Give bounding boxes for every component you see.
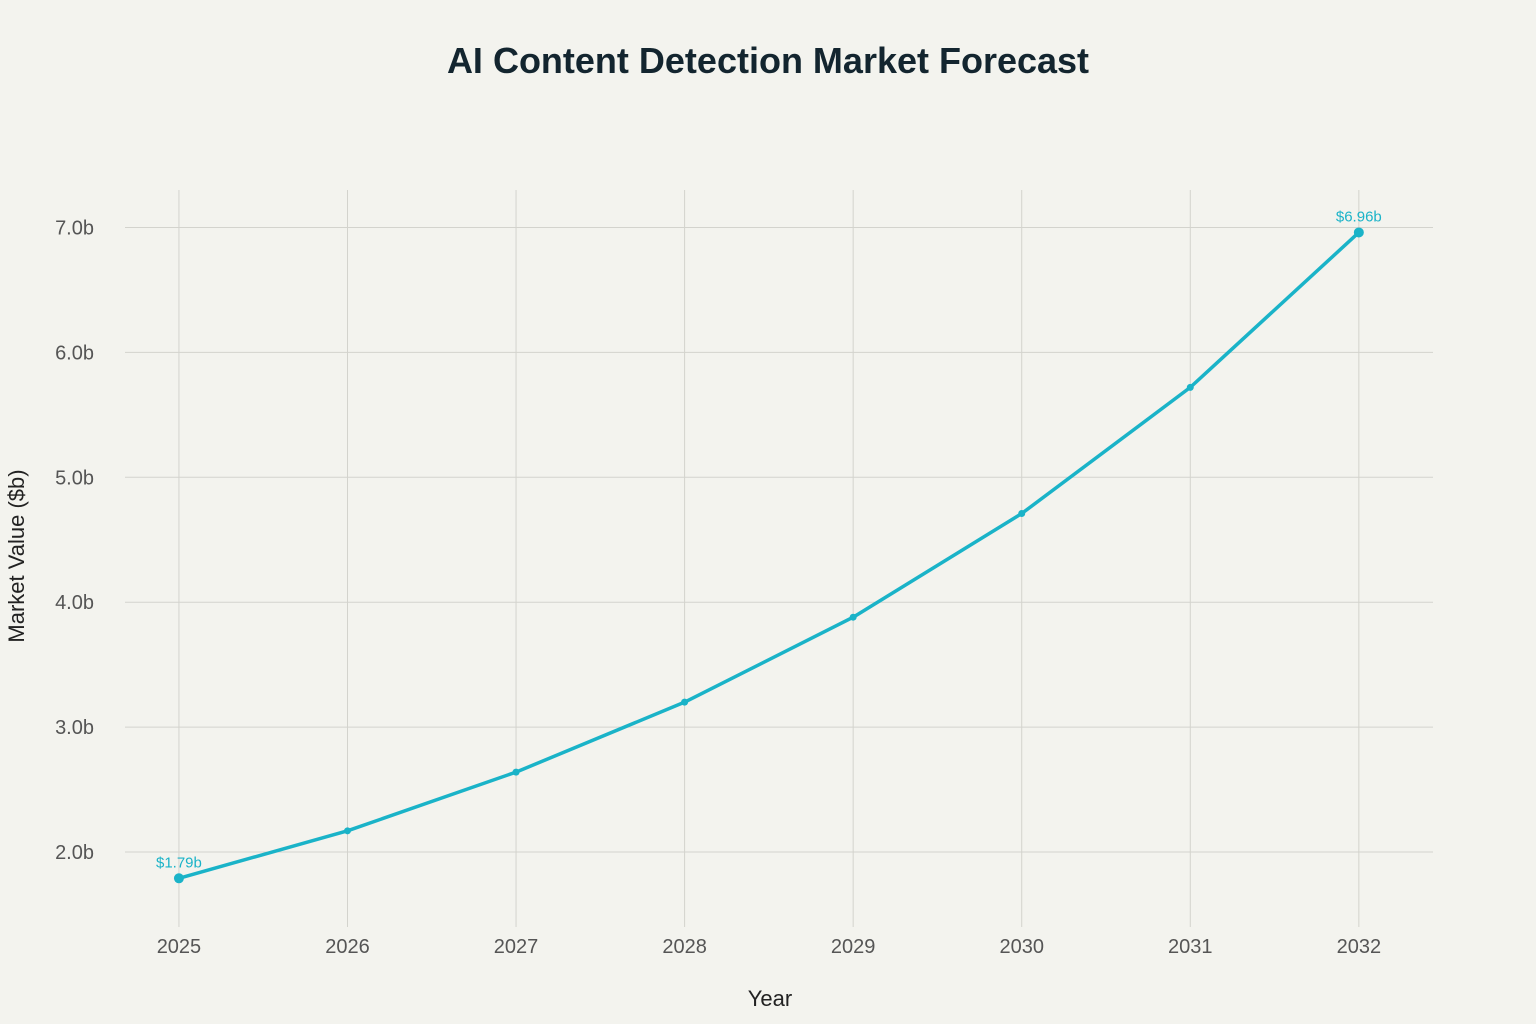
x-tick-label: 2030 (999, 936, 1044, 958)
x-axis-label: Year (748, 986, 792, 1011)
data-label: $6.96b (1336, 208, 1382, 225)
data-point (849, 613, 857, 621)
data-point (681, 698, 689, 706)
x-tick-label: 2029 (831, 936, 876, 958)
y-tick-label: 6.0b (55, 342, 94, 364)
x-tick-label: 2027 (494, 936, 539, 958)
y-axis-label: Market Value ($b) (4, 469, 29, 642)
series-line (178, 231, 1361, 880)
y-tick-label: 5.0b (55, 467, 94, 489)
chart-title: AI Content Detection Market Forecast (446, 40, 1090, 81)
y-tick-label: 7.0b (55, 217, 94, 239)
plot-area: $1.79b $6.96b (156, 208, 1382, 884)
x-tick-label: 2025 (157, 936, 202, 958)
data-label: $1.79b (156, 854, 202, 871)
data-point (343, 827, 351, 835)
grid (125, 190, 1433, 927)
data-point (1018, 510, 1026, 518)
x-tick-label: 2032 (1337, 936, 1382, 958)
y-tick-label: 3.0b (55, 717, 94, 739)
tick-labels: 2025 2026 2027 2028 2029 2030 2031 2032 2.0b 3.0b… (55, 217, 1381, 958)
x-tick-label: 2028 (662, 936, 707, 958)
data-point (173, 873, 184, 884)
data-point (512, 768, 520, 776)
data-point (1353, 227, 1364, 238)
x-tick-label: 2026 (325, 936, 370, 958)
data-point (1186, 383, 1194, 391)
y-tick-label: 4.0b (55, 592, 94, 614)
y-tick-label: 2.0b (55, 842, 94, 864)
x-tick-label: 2031 (1168, 936, 1213, 958)
